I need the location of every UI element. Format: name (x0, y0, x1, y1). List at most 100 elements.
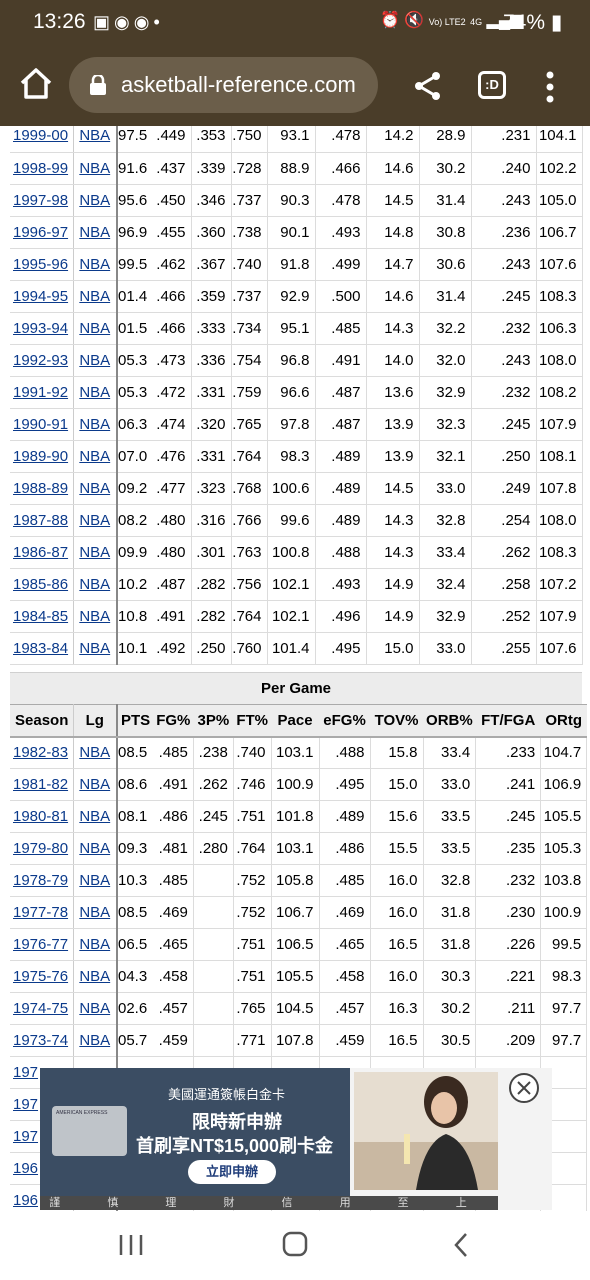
league-link[interactable]: NBA (73, 344, 118, 377)
league-link[interactable]: NBA (73, 832, 118, 865)
ad-apply-button[interactable]: 立即申辦 (188, 1160, 276, 1184)
season-link[interactable]: 1993-94 (10, 312, 74, 345)
more-menu-icon[interactable] (540, 70, 560, 104)
league-link[interactable]: NBA (73, 768, 118, 801)
column-header[interactable]: Lg (73, 704, 118, 738)
season-link[interactable]: 1999-00 (10, 126, 74, 153)
league-link[interactable]: NBA (73, 408, 118, 441)
column-header[interactable]: FG% (153, 704, 194, 738)
home-icon[interactable] (16, 64, 56, 104)
page-content[interactable]: 1999-00 NBA 97.5.449.353.750 93.1.478 14.2 28… (0, 126, 590, 1211)
season-link[interactable]: 1994-95 (10, 280, 74, 313)
table-cell: .331 (191, 376, 232, 409)
league-link[interactable]: NBA (73, 800, 118, 833)
table-cell: 30.8 (419, 216, 472, 249)
league-link[interactable]: NBA (73, 216, 118, 249)
season-link[interactable]: 1985-86 (10, 568, 74, 601)
address-bar[interactable]: asketball-reference.com (69, 57, 378, 113)
league-link[interactable]: NBA (73, 280, 118, 313)
league-link[interactable]: NBA (73, 440, 118, 473)
league-link[interactable]: NBA (73, 1024, 118, 1057)
league-link[interactable]: NBA (73, 472, 118, 505)
season-link[interactable]: 1995-96 (10, 248, 74, 281)
season-link[interactable]: 1982-83 (10, 736, 74, 769)
league-link[interactable]: NBA (73, 864, 118, 897)
column-header[interactable]: ORB% (423, 704, 476, 738)
season-link[interactable]: 1981-82 (10, 768, 74, 801)
table-cell: .764 (231, 440, 268, 473)
league-link[interactable]: NBA (73, 152, 118, 185)
table-cell: .462 (153, 248, 192, 281)
league-link[interactable]: NBA (73, 632, 118, 665)
column-header[interactable]: eFG% (319, 704, 371, 738)
season-link[interactable]: 1991-92 (10, 376, 74, 409)
column-header[interactable]: 3P% (193, 704, 234, 738)
season-link[interactable]: 1979-80 (10, 832, 74, 865)
league-link[interactable]: NBA (73, 896, 118, 929)
column-header[interactable]: PTS (117, 704, 154, 738)
league-link[interactable]: NBA (73, 312, 118, 345)
column-header[interactable]: ORtg (540, 704, 587, 738)
season-link[interactable]: 1980-81 (10, 800, 74, 833)
season-link[interactable]: 1990-91 (10, 408, 74, 441)
close-ad-icon[interactable] (508, 1072, 540, 1104)
recent-apps-icon[interactable] (118, 1233, 144, 1257)
season-link[interactable]: 1998-99 (10, 152, 74, 185)
league-link[interactable]: NBA (73, 536, 118, 569)
table-caption: Per Game (10, 672, 582, 705)
share-icon[interactable] (412, 70, 444, 102)
season-link[interactable]: 1973-74 (10, 1024, 74, 1057)
dot-icon: • (153, 12, 164, 32)
season-link[interactable]: 1978-79 (10, 864, 74, 897)
season-link[interactable]: 1974-75 (10, 992, 74, 1025)
table-cell: 09.3 (117, 832, 154, 865)
column-header[interactable]: TOV% (370, 704, 424, 738)
season-link[interactable]: 1975-76 (10, 960, 74, 993)
home-nav-icon[interactable] (282, 1231, 308, 1257)
card-brand-label: AMERICAN EXPRESS (56, 1110, 108, 1116)
column-header[interactable]: Season (10, 704, 74, 738)
ad-banner[interactable]: AMERICAN EXPRESS 美國運通簽帳白金卡 限時新申辦 首刷享NT$1… (40, 1068, 552, 1210)
season-link[interactable]: 1992-93 (10, 344, 74, 377)
table-cell: 28.9 (419, 126, 472, 153)
season-link[interactable]: 1983-84 (10, 632, 74, 665)
league-link[interactable]: NBA (73, 376, 118, 409)
table-cell: 30.5 (423, 1024, 477, 1057)
column-header[interactable]: FT/FGA (475, 704, 541, 738)
table-cell: 33.5 (423, 800, 477, 833)
season-link[interactable]: 1987-88 (10, 504, 74, 537)
season-link[interactable]: 1984-85 (10, 600, 74, 633)
season-link[interactable]: 1976-77 (10, 928, 74, 961)
season-link[interactable]: 1988-89 (10, 472, 74, 505)
column-header[interactable]: Pace (271, 704, 320, 738)
table-cell: 13.6 (366, 376, 420, 409)
season-link[interactable]: 1986-87 (10, 536, 74, 569)
season-link[interactable]: 1996-97 (10, 216, 74, 249)
ad-creative[interactable]: AMERICAN EXPRESS 美國運通簽帳白金卡 限時新申辦 首刷享NT$1… (40, 1068, 350, 1196)
column-header[interactable]: FT% (233, 704, 272, 738)
table-cell: 91.6 (117, 152, 153, 185)
table-cell: .493 (315, 568, 367, 601)
table-cell (193, 992, 234, 1025)
league-link[interactable]: NBA (73, 736, 118, 769)
table-cell: .455 (153, 216, 192, 249)
season-link[interactable]: 1977-78 (10, 896, 74, 929)
back-icon[interactable] (452, 1231, 470, 1259)
table-cell: .280 (193, 832, 234, 865)
league-link[interactable]: NBA (73, 992, 118, 1025)
table-cell: 05.7 (117, 1024, 154, 1057)
table-cell: 14.9 (366, 600, 420, 633)
league-link[interactable]: NBA (73, 928, 118, 961)
league-link[interactable]: NBA (73, 126, 118, 153)
league-link[interactable]: NBA (73, 504, 118, 537)
table-cell: 96.8 (267, 344, 316, 377)
season-link[interactable]: 1997-98 (10, 184, 74, 217)
tabs-button[interactable]: :D (478, 71, 506, 99)
league-link[interactable]: NBA (73, 568, 118, 601)
league-link[interactable]: NBA (73, 248, 118, 281)
season-link[interactable]: 1989-90 (10, 440, 74, 473)
league-link[interactable]: NBA (73, 600, 118, 633)
table-row: 1982-83 NBA 08.5.485.238.740 103.1.488 15.8 3… (10, 736, 588, 769)
league-link[interactable]: NBA (73, 184, 118, 217)
league-link[interactable]: NBA (73, 960, 118, 993)
